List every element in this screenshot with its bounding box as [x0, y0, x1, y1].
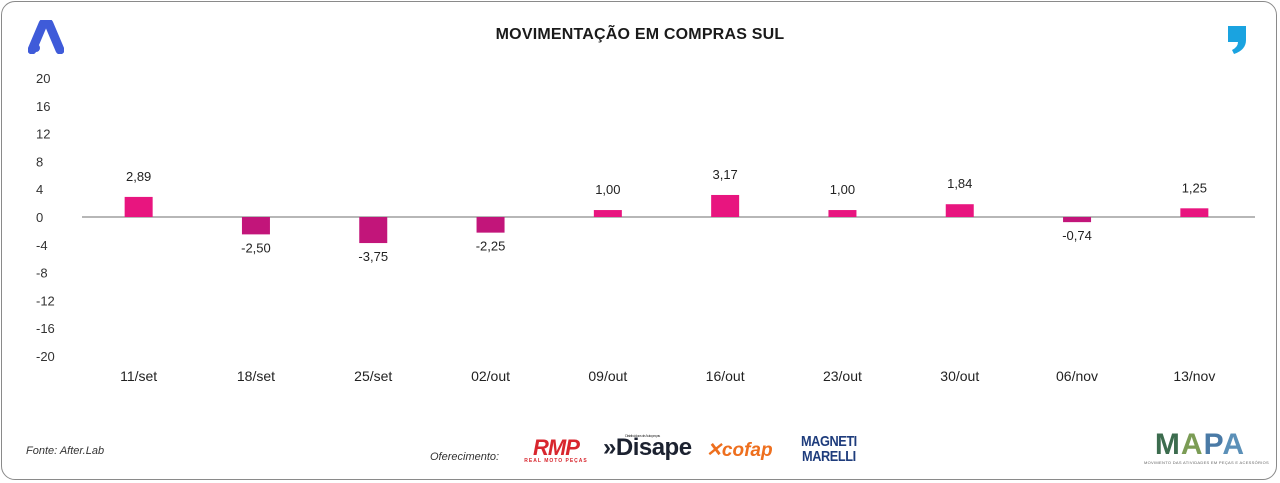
chart-title: MOVIMENTAÇÃO EM COMPRAS SUL: [495, 26, 785, 43]
sponsor-magneti-marelli-logo: MAGNETI MARELLI: [800, 433, 857, 465]
source-note: Fonte: After.Lab: [26, 445, 105, 457]
data-label: -3,75: [358, 249, 388, 264]
x-tick-label: 30/out: [940, 368, 979, 384]
bar: [124, 196, 153, 217]
data-label: 3,17: [712, 167, 737, 182]
quote-comma-logo-icon: [1228, 26, 1246, 54]
x-tick-label: 06/nov: [1056, 368, 1098, 384]
y-tick-label: -16: [36, 321, 55, 336]
mapa-logo: MAPA MOVIMENTO DAS ATIVIDADES EM PEÇAS E…: [1144, 428, 1270, 466]
data-label: -2,25: [476, 239, 506, 254]
y-tick-label: 20: [36, 71, 50, 86]
bar: [476, 217, 505, 233]
y-tick-label: -12: [36, 293, 55, 308]
mapa-wordmark: MAPA: [1154, 428, 1246, 461]
data-label: 1,84: [947, 176, 972, 191]
sponsor-disape-logo: Distribuidora de Autopeças »Disape: [603, 433, 692, 461]
x-tick-label: 09/out: [588, 368, 627, 384]
bar: [1180, 208, 1209, 217]
x-tick-label: 11/set: [120, 368, 157, 384]
x-tick-label: 18/set: [237, 368, 275, 384]
bar: [241, 217, 270, 235]
bar: [359, 217, 388, 244]
sponsor-label: Oferecimento:: [430, 451, 500, 463]
y-tick-label: 8: [36, 154, 43, 169]
y-tick-label: 4: [36, 182, 43, 197]
data-label: 1,00: [830, 182, 855, 197]
y-tick-label: 0: [36, 210, 43, 225]
data-label: -0,74: [1062, 228, 1092, 243]
after-lab-a-logo-icon: [28, 20, 64, 54]
bar: [945, 204, 974, 217]
sponsor-cofap-logo: ✕cofap: [706, 440, 773, 461]
data-label: 2,89: [126, 169, 151, 184]
y-tick-label: 16: [36, 99, 50, 114]
x-tick-label: 16/out: [706, 368, 745, 384]
x-tick-label: 02/out: [471, 368, 510, 384]
bar: [828, 210, 857, 217]
y-tick-label: -20: [36, 349, 55, 364]
y-tick-label: -4: [36, 238, 48, 253]
bar: [711, 194, 740, 217]
sponsor-rmp-logo: RMP REAL MOTO PEÇAS: [524, 435, 588, 464]
x-tick-label: 13/nov: [1173, 368, 1215, 384]
x-tick-label: 23/out: [823, 368, 862, 384]
bar: [593, 210, 622, 217]
data-label: -2,50: [241, 240, 271, 255]
x-tick-label: 25/set: [354, 368, 392, 384]
data-label: 1,25: [1182, 180, 1207, 195]
bar: [1063, 217, 1092, 223]
y-tick-label: 12: [36, 127, 50, 142]
data-label: 1,00: [595, 182, 620, 197]
y-tick-label: -8: [36, 266, 48, 281]
